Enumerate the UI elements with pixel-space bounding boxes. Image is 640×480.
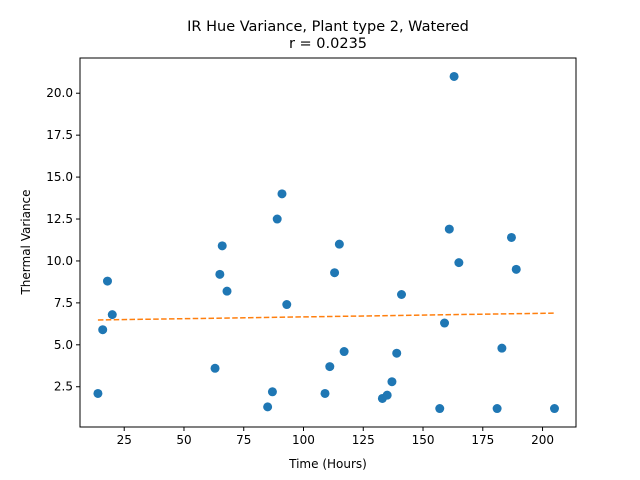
data-point [107,310,117,320]
data-point [454,258,464,268]
x-axis-ticks: 25 50 75 100 125 150 175 200 [117,427,554,447]
chart-subtitle-text: r = 0.0235 [289,36,367,52]
x-tick-label: 150 [412,433,435,447]
data-point [497,343,507,353]
data-point [215,269,225,279]
y-tick-label: 5.0 [54,338,73,352]
data-point [392,348,402,358]
chart-title-text: IR Hue Variance, Plant type 2, Watered [187,19,469,35]
trendline [97,312,555,321]
y-tick-label: 17.5 [46,128,73,142]
data-point [267,387,277,397]
y-axis-label: Thermal Variance [19,189,33,295]
data-point [272,214,282,224]
scatter-points-layer [93,71,559,414]
y-tick-label: 7.5 [54,296,73,310]
y-tick-label: 15.0 [46,170,73,184]
chart-title: IR Hue Variance, Plant type 2, Watered r… [187,19,469,52]
data-point [382,390,392,400]
data-point [444,224,454,234]
data-point [334,239,344,249]
y-tick-label: 2.5 [54,380,73,394]
data-point [325,362,335,372]
data-point [277,189,287,199]
data-point [222,286,232,296]
data-point [549,404,559,414]
x-tick-label: 100 [292,433,315,447]
plot-frame [79,57,577,428]
x-tick-label: 200 [531,433,554,447]
trendline-layer [97,312,555,321]
data-point [435,404,445,414]
data-point [320,388,330,398]
data-point [93,388,103,398]
data-point [98,325,108,335]
data-point [511,264,521,274]
data-point [449,71,459,81]
data-point [217,241,227,251]
data-point [210,363,220,373]
data-point [492,404,502,414]
x-tick-label: 25 [117,433,132,447]
y-axis-ticks: 2.5 5.0 7.5 10.0 12.5 15.0 17.5 20.0 [46,86,80,394]
x-tick-label: 75 [236,433,251,447]
plot-area [80,58,576,427]
y-tick-label: 12.5 [46,212,73,226]
x-tick-label: 125 [352,433,375,447]
x-axis-label: Time (Hours) [288,457,367,471]
data-point [397,289,407,299]
data-point [387,377,397,387]
data-point [339,347,349,357]
x-tick-label: 175 [471,433,494,447]
data-point [102,276,112,286]
y-tick-label: 10.0 [46,254,73,268]
data-point [506,232,516,242]
data-point [282,300,292,310]
data-point [440,318,450,328]
x-tick-label: 50 [176,433,191,447]
y-tick-label: 20.0 [46,86,73,100]
data-point [263,402,273,412]
data-point [330,268,340,278]
